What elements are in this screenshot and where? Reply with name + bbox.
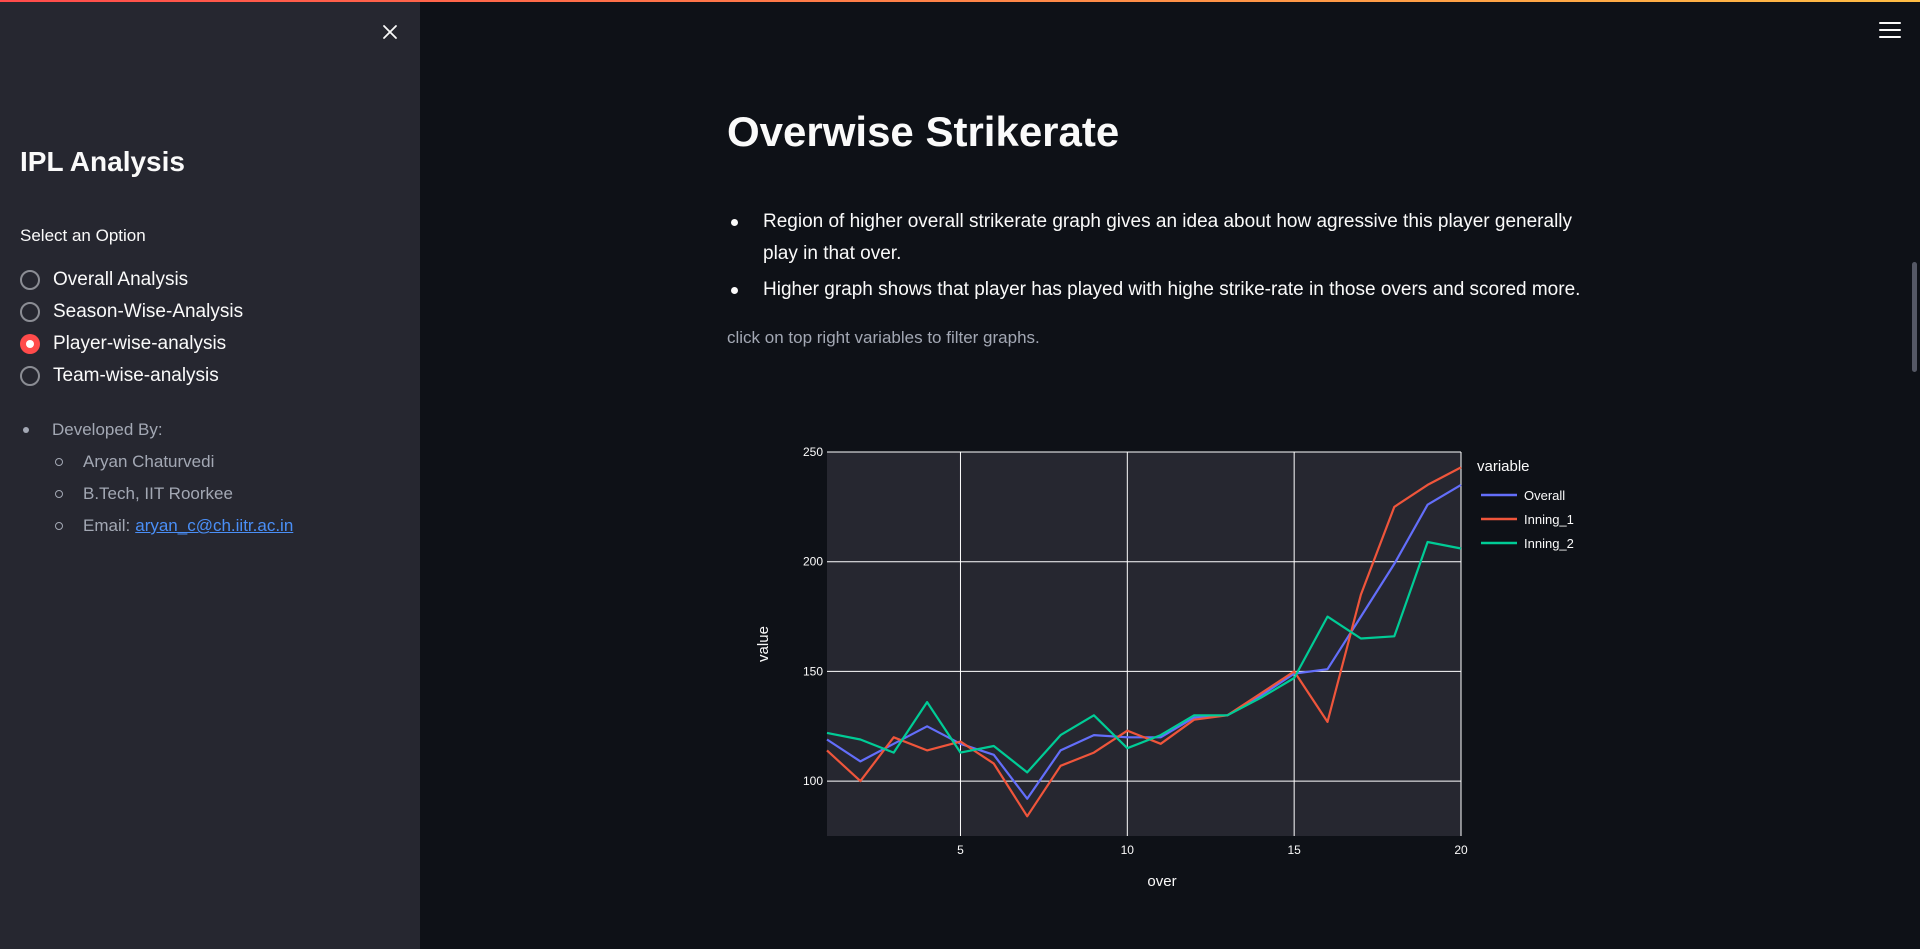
- legend-item-overall[interactable]: Overall: [1524, 488, 1565, 503]
- hamburger-menu-icon: [1879, 36, 1901, 38]
- developer-name: Aryan Chaturvedi: [83, 452, 215, 471]
- sidebar: IPL Analysis Select an Option Overall An…: [0, 0, 420, 949]
- app-title: IPL Analysis: [20, 146, 185, 177]
- x-tick-label: 20: [1454, 843, 1468, 857]
- x-tick-label: 15: [1287, 843, 1301, 857]
- x-axis-label: over: [1147, 873, 1176, 890]
- plot-area: [827, 452, 1461, 836]
- y-axis-label: value: [755, 626, 772, 662]
- main-menu-button[interactable]: [1878, 20, 1902, 40]
- email-label: Email:: [83, 516, 131, 535]
- radio-button-icon: [20, 270, 40, 290]
- page-title: Overwise Strikerate: [727, 108, 1120, 155]
- description-item: Higher graph shows that player has playe…: [727, 274, 1607, 306]
- sidebar-close-button[interactable]: [378, 20, 402, 44]
- chart-svg: 5 10 15 20 100 150 200 250 over value variable Over…: [755, 445, 1574, 890]
- developer-degree: B.Tech, IIT Roorkee: [83, 484, 233, 503]
- analysis-radio-group: Overall Analysis Season-Wise-Analysis Pl…: [20, 264, 243, 392]
- radio-label: Player-wise-analysis: [53, 333, 227, 354]
- email-link[interactable]: aryan_c@ch.iitr.ac.in: [135, 516, 294, 535]
- legend-item-inning_1[interactable]: Inning_1: [1524, 512, 1574, 527]
- radio-season-wise-analysis[interactable]: Season-Wise-Analysis: [20, 296, 243, 328]
- series-line-inning_1: [826, 466, 1462, 818]
- y-tick-label: 200: [803, 555, 823, 569]
- filter-hint-caption: click on top right variables to filter g…: [727, 328, 1040, 347]
- radio-button-icon: [20, 302, 40, 322]
- y-tick-label: 250: [803, 445, 823, 459]
- page-scrollbar[interactable]: [1912, 262, 1917, 372]
- select-option-label: Select an Option: [20, 226, 146, 245]
- x-tick-label: 10: [1121, 843, 1135, 857]
- description-item: Region of higher overall strikerate grap…: [727, 206, 1607, 270]
- close-icon: [383, 25, 397, 39]
- y-tick-label: 100: [803, 774, 823, 788]
- radio-button-icon: [20, 366, 40, 386]
- credits-heading-item: Developed By:: [20, 414, 293, 446]
- radio-overall-analysis[interactable]: Overall Analysis: [20, 264, 243, 296]
- top-accent-bar: [0, 0, 1920, 2]
- developer-credits: Developed By: Aryan Chaturvedi B.Tech, I…: [20, 414, 293, 542]
- series-line-inning_2: [826, 540, 1462, 774]
- bullet-icon: [55, 458, 63, 466]
- radio-label: Team-wise-analysis: [53, 365, 219, 386]
- bullet-icon: [55, 490, 63, 498]
- radio-button-selected-icon: [20, 334, 40, 354]
- y-tick-label: 150: [803, 664, 823, 678]
- credits-degree-item: B.Tech, IIT Roorkee: [20, 478, 293, 510]
- legend-item-inning_2[interactable]: Inning_2: [1524, 536, 1574, 551]
- description-list: Region of higher overall strikerate grap…: [727, 206, 1607, 310]
- x-tick-label: 5: [957, 843, 964, 857]
- bullet-icon: [55, 522, 63, 530]
- hamburger-menu-icon: [1879, 22, 1901, 24]
- legend-title: variable: [1477, 458, 1530, 475]
- radio-team-wise-analysis[interactable]: Team-wise-analysis: [20, 360, 243, 392]
- credits-heading: Developed By:: [52, 420, 163, 439]
- radio-label: Overall Analysis: [53, 269, 189, 290]
- credits-name-item: Aryan Chaturvedi: [20, 446, 293, 478]
- hamburger-menu-icon: [1879, 29, 1901, 31]
- radio-player-wise-analysis[interactable]: Player-wise-analysis: [20, 328, 243, 360]
- bullet-icon: [23, 427, 29, 433]
- strikerate-line-chart: 5 10 15 20 100 150 200 250 over value variable Over…: [740, 430, 1620, 900]
- radio-label: Season-Wise-Analysis: [53, 301, 244, 322]
- credits-email-item: Email: aryan_c@ch.iitr.ac.in: [20, 510, 293, 542]
